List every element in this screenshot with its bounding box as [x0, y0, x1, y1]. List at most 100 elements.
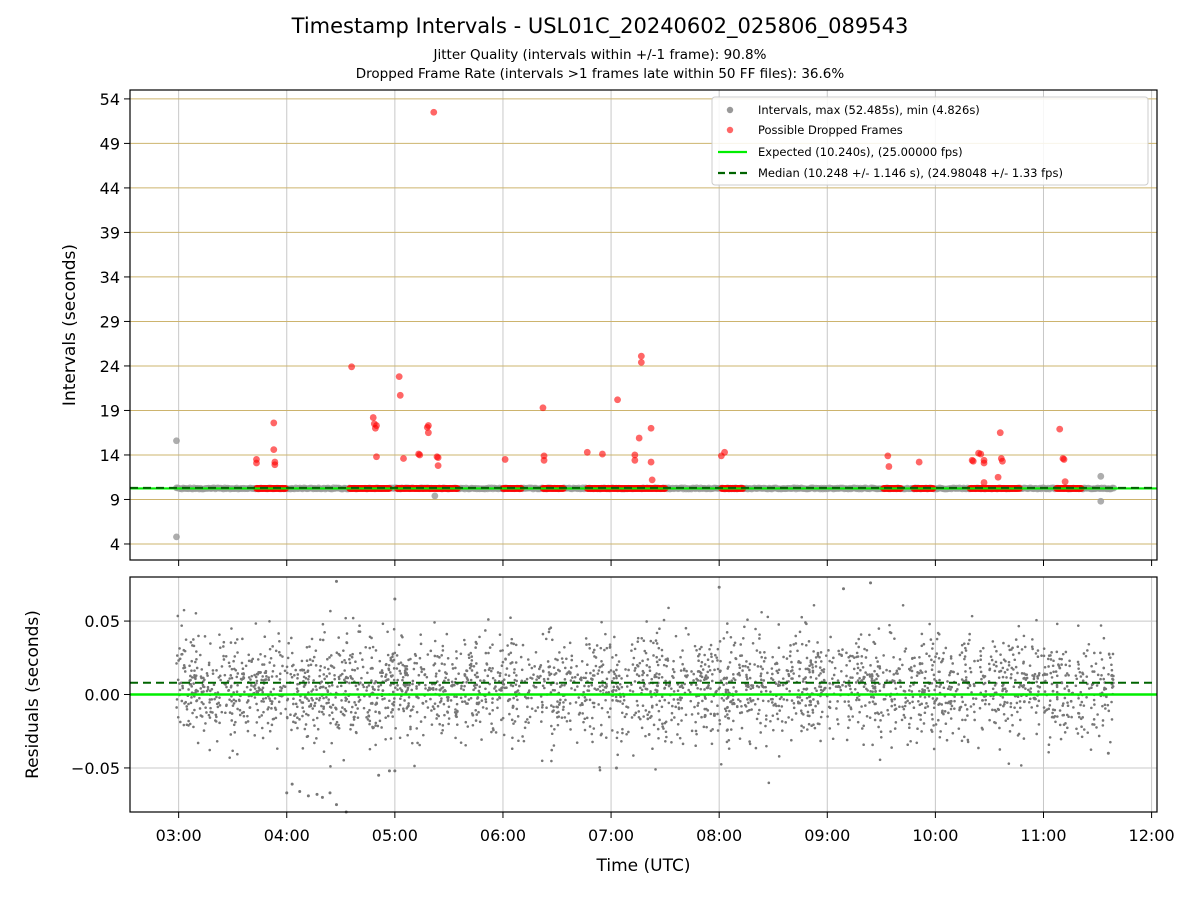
- residual-point: [908, 726, 911, 729]
- residual-point: [327, 667, 330, 671]
- residual-point: [541, 669, 545, 673]
- residual-point: [604, 632, 607, 636]
- residual-point: [368, 708, 371, 712]
- residual-point: [1077, 696, 1080, 700]
- residual-point: [968, 683, 972, 687]
- residual-point: [1096, 713, 1099, 716]
- residual-point: [638, 717, 642, 721]
- residual-point: [660, 648, 664, 652]
- residual-point: [310, 637, 314, 641]
- residual-point: [307, 681, 311, 684]
- residual-point: [694, 683, 698, 687]
- residual-point: [296, 716, 299, 720]
- residual-point: [474, 646, 477, 649]
- residual-point: [982, 682, 986, 686]
- residual-point: [873, 685, 877, 689]
- residual-point: [539, 674, 542, 678]
- residual-point: [910, 657, 914, 660]
- residual-point: [217, 701, 220, 705]
- residual-point: [484, 687, 487, 691]
- residual-point: [1030, 706, 1034, 709]
- residual-point: [660, 654, 664, 658]
- residual-point: [321, 638, 325, 642]
- residual-point: [376, 724, 380, 728]
- residual-point: [997, 708, 1001, 712]
- residual-point: [477, 701, 481, 704]
- residual-point: [512, 642, 515, 646]
- residual-point: [220, 710, 224, 714]
- residual-point: [289, 672, 293, 676]
- residual-point: [541, 684, 545, 688]
- residual-point: [264, 669, 268, 673]
- residual-point: [770, 677, 773, 680]
- residual-point: [281, 655, 284, 658]
- residual-point: [429, 649, 433, 653]
- residual-point: [676, 722, 680, 726]
- residual-point: [856, 679, 860, 682]
- residual-point: [266, 721, 270, 725]
- residual-point: [873, 669, 876, 673]
- residual-point: [231, 749, 234, 753]
- residual-point: [485, 663, 489, 666]
- residual-point: [420, 670, 423, 674]
- residual-point: [690, 729, 694, 733]
- residual-point: [917, 699, 920, 703]
- residual-point: [1074, 684, 1078, 688]
- interval-point: [173, 533, 180, 541]
- residual-point: [699, 687, 703, 691]
- residual-point: [687, 633, 690, 636]
- residual-point: [501, 679, 504, 683]
- residual-point: [298, 699, 302, 702]
- residual-point: [744, 664, 747, 668]
- residual-point: [968, 666, 972, 670]
- residual-point: [748, 708, 751, 712]
- residual-point: [329, 654, 333, 657]
- residual-point: [700, 675, 704, 679]
- residual-point: [431, 705, 435, 708]
- residual-point: [1102, 636, 1106, 640]
- residual-point: [207, 661, 211, 665]
- residual-point: [710, 655, 713, 659]
- residual-point: [289, 713, 292, 717]
- residual-point: [246, 729, 250, 733]
- residual-point: [480, 699, 484, 702]
- residual-point: [876, 660, 879, 663]
- residual-point: [344, 616, 347, 620]
- residual-point: [592, 701, 596, 705]
- residual-point: [1036, 675, 1039, 678]
- residual-point: [711, 673, 714, 676]
- residual-point: [258, 715, 261, 719]
- residual-point: [942, 712, 945, 716]
- residual-point: [1002, 683, 1005, 686]
- dropped-frame-point: [416, 451, 424, 459]
- residual-point: [218, 704, 222, 707]
- residual-point: [892, 679, 896, 683]
- residual-point: [1017, 732, 1021, 736]
- legend-marker-intervals: [726, 106, 734, 114]
- top-plot-marks: [130, 108, 1157, 541]
- residual-point: [555, 682, 559, 685]
- residual-point: [964, 676, 968, 679]
- residual-point: [176, 614, 180, 618]
- residual-point: [1063, 696, 1067, 700]
- residual-point: [271, 717, 275, 721]
- residual-point: [868, 716, 872, 719]
- residual-point: [367, 714, 370, 717]
- residual-point: [976, 659, 980, 663]
- residual-point: [785, 687, 789, 691]
- dropped-frame-point: [1060, 456, 1068, 463]
- residual-point: [312, 655, 316, 659]
- residual-point: [393, 597, 397, 601]
- residual-point: [710, 742, 714, 746]
- residual-point: [667, 684, 671, 688]
- residual-point: [241, 637, 244, 641]
- residual-point: [209, 642, 212, 645]
- residual-point: [549, 672, 553, 676]
- residual-point: [938, 702, 941, 705]
- residual-point: [207, 713, 211, 717]
- residual-point: [1107, 653, 1111, 656]
- residual-point: [627, 668, 630, 672]
- residual-point: [978, 706, 982, 710]
- residual-point: [942, 651, 945, 655]
- residual-point: [552, 705, 555, 709]
